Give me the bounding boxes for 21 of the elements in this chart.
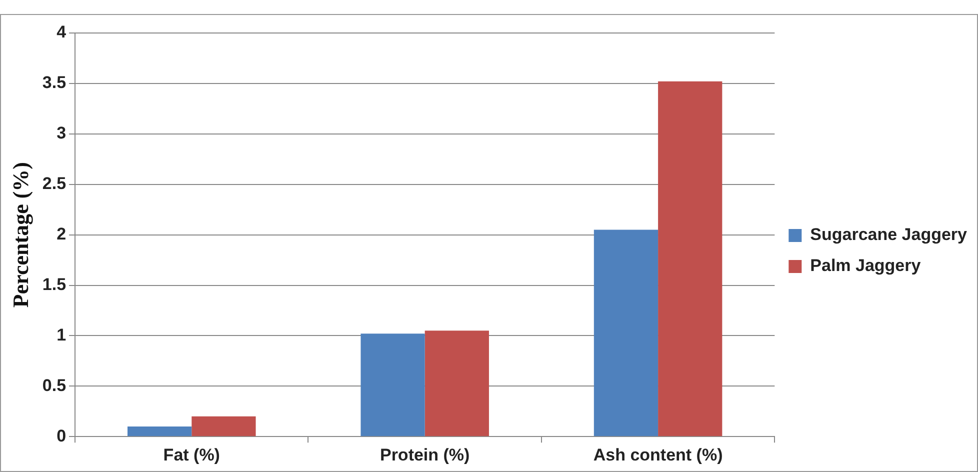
bar [192, 416, 256, 436]
bar [424, 330, 489, 436]
x-tick-label: Ash content (%) [593, 445, 723, 464]
legend-label: Sugarcane Jaggery [810, 225, 968, 244]
y-tick-label: 1 [56, 325, 66, 344]
bar [128, 426, 192, 436]
bar [658, 81, 722, 436]
y-tick-label: 3 [56, 124, 66, 143]
y-axis-title: Percentage (%) [8, 162, 33, 308]
y-tick-label: 3.5 [42, 73, 66, 92]
y-tick-label: 1.5 [42, 274, 66, 294]
y-tick-label: 0 [56, 426, 66, 446]
x-tick-label: Protein (%) [380, 445, 470, 464]
y-tick-label: 2 [56, 224, 66, 244]
bar [594, 230, 658, 436]
bar [360, 334, 425, 436]
y-tick-label: 0.5 [42, 376, 66, 395]
y-tick-label: 4 [56, 22, 67, 42]
y-tick-label: 2.5 [42, 174, 66, 194]
x-tick-label: Fat (%) [163, 445, 220, 464]
legend-label: Palm Jaggery [810, 256, 922, 276]
